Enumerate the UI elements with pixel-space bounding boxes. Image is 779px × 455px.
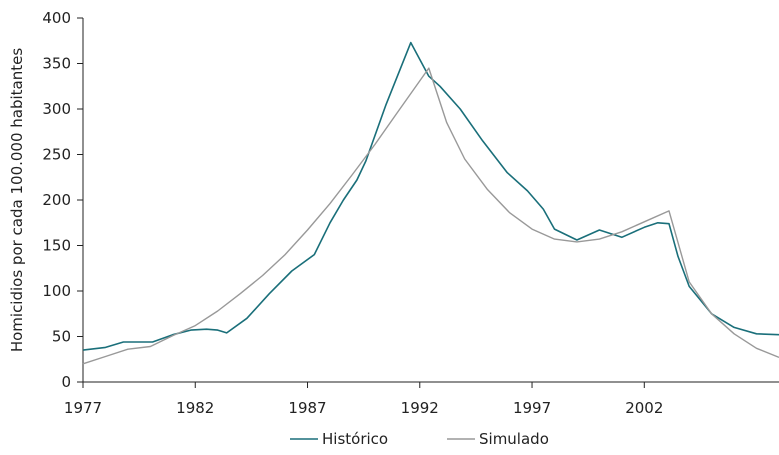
y-tick-label: 150 — [42, 237, 71, 255]
y-axis-ticks: 0 50 100 150 200 250 300 350 400 — [42, 9, 83, 391]
y-tick-label: 250 — [42, 146, 71, 164]
legend-label: Histórico — [322, 430, 388, 448]
legend-label: Simulado — [479, 430, 549, 448]
y-tick-label: 200 — [42, 191, 71, 209]
series-group — [82, 41, 779, 365]
series-line-historico — [82, 41, 779, 351]
y-tick-label: 350 — [42, 55, 71, 73]
y-tick-label: 300 — [42, 100, 71, 118]
x-tick-label: 1977 — [64, 399, 102, 417]
x-tick-label: 1997 — [513, 399, 551, 417]
x-tick-label: 1987 — [288, 399, 326, 417]
x-tick-label: 2002 — [625, 399, 663, 417]
y-tick-label: 50 — [52, 328, 71, 346]
y-tick-label: 0 — [61, 373, 71, 391]
legend: Histórico Simulado — [290, 430, 549, 448]
x-tick-label: 1992 — [401, 399, 439, 417]
series-line-simulado — [82, 67, 779, 365]
y-tick-label: 400 — [42, 9, 71, 27]
y-axis-title: Homicidios por cada 100.000 habitantes — [8, 48, 26, 353]
y-tick-label: 100 — [42, 282, 71, 300]
x-axis-ticks: 1977 1982 1987 1992 1997 2002 — [64, 382, 663, 417]
x-tick-label: 1982 — [176, 399, 214, 417]
